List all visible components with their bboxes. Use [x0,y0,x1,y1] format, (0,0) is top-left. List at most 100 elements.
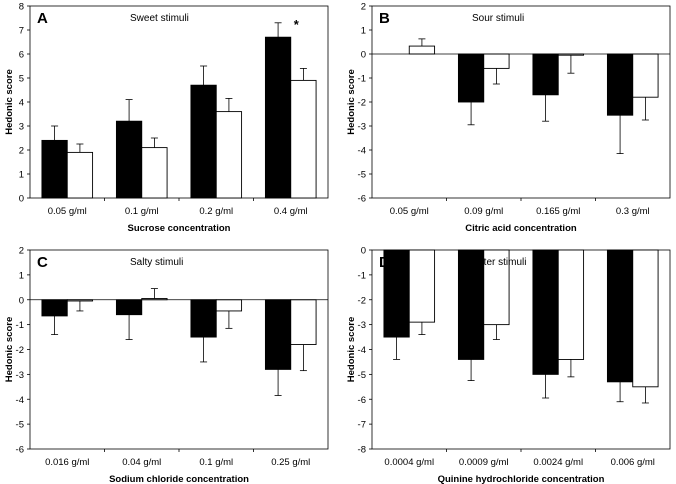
category-label-a: 0.05 g/ml [48,206,87,217]
bar-a-white-4 [290,79,317,199]
category-label-b: 0.05 g/ml [390,206,429,217]
y-tick-label-a: 5 [19,74,24,85]
y-tick-label-a: 4 [19,98,24,109]
bar-b-white-2 [483,53,510,69]
panel-title-a: Sweet stimuli [130,13,189,24]
y-tick-label-b: -6 [358,194,366,205]
y-tick-label-d: -3 [358,320,366,331]
y-axis-label-a: Hedonic score [4,69,15,134]
category-label-d: 0.006 g/ml [611,457,655,468]
bar-c-black-2 [115,299,143,316]
y-tick-label-d: -2 [358,295,366,306]
panel-letter-c: C [37,254,48,271]
chart-panel-c: -6 -5 -4 -3 -2 -1 0 1 2 0.016 g/ml 0.04 g/ml 0.1 g/… [4,246,329,484]
y-tick-label-c: -3 [16,370,24,381]
y-tick-label-a: 7 [19,26,24,37]
chart-panel-b: -6 -5 -4 -3 -2 -1 0 1 2 0.05 g/ml 0.09 g/ml 0.165 g… [346,2,671,234]
y-axis-label-c: Hedonic score [4,317,15,382]
bar-d-white-1 [408,249,436,323]
y-tick-label-c: -6 [16,445,24,456]
bar-b-black-4 [606,53,634,116]
category-label-d: 0.0009 g/ml [459,457,509,468]
y-tick-label-b: -2 [358,98,366,109]
y-tick-label-b: -4 [358,146,366,157]
x-axis-label-d: Quinine hydrochloride concentration [438,474,605,484]
y-tick-label-c: -4 [16,395,24,406]
y-tick-label-d: -5 [358,370,366,381]
y-tick-label-d: -1 [358,270,366,281]
y-axis-label-d: Hedonic score [346,317,357,382]
category-label-c: 0.1 g/ml [199,457,233,468]
y-tick-label-c: -2 [16,345,24,356]
x-axis-label-c: Sodium chloride concentration [109,474,249,484]
significance-marker-a: * [294,17,300,32]
y-axis-label-b: Hedonic score [346,69,357,134]
y-tick-label-a: 8 [19,2,24,13]
panel-letter-d: D [379,254,390,271]
bar-a-white-3 [215,111,243,199]
bar-a-white-1 [66,151,94,199]
y-tick-label-b: 1 [361,26,366,37]
category-label-a: 0.2 g/ml [199,206,233,217]
bar-d-black-4 [606,249,634,383]
bar-d-black-2 [457,249,485,360]
bar-c-white-4 [290,299,317,345]
category-label-c: 0.016 g/ml [45,457,89,468]
category-label-b: 0.3 g/ml [616,206,650,217]
category-label-b: 0.09 g/ml [464,206,503,217]
x-axis-label-a: Sucrose concentration [128,223,231,234]
category-label-a: 0.1 g/ml [125,206,159,217]
category-label-c: 0.25 g/ml [271,457,310,468]
y-tick-label-d: -8 [358,445,366,456]
y-tick-label-b: 0 [361,50,366,61]
category-label-c: 0.04 g/ml [122,457,161,468]
bar-c-white-3 [215,299,243,312]
bar-c-black-4 [264,299,292,370]
y-tick-label-a: 6 [19,50,24,61]
y-tick-label-b: 2 [361,2,366,13]
y-tick-label-b: -1 [358,74,366,85]
bar-b-white-1 [408,45,436,55]
panel-letter-a: A [37,10,48,27]
y-tick-label-c: 2 [19,246,24,257]
category-label-d: 0.0024 g/ml [533,457,583,468]
y-tick-label-a: 2 [19,146,24,157]
panel-title-d: Bitter stimuli [472,257,526,268]
y-tick-label-a: 3 [19,122,24,133]
y-tick-label-d: -6 [358,395,366,406]
bar-b-black-2 [457,53,485,103]
bar-a-black-2 [115,120,143,199]
bar-a-black-3 [190,84,217,199]
y-tick-label-c: -5 [16,420,24,431]
bar-d-white-3 [557,249,585,360]
chart-panel-a: 0 1 2 3 4 5 6 7 8 0.05 g/ml 0.1 g/ml 0.2 g/ml 0.4 g/… [4,2,329,234]
y-tick-label-a: 0 [19,194,24,205]
category-label-d: 0.0004 g/ml [384,457,434,468]
bar-d-black-3 [532,249,559,375]
y-tick-label-b: -3 [358,122,366,133]
bar-a-black-1 [41,139,68,199]
bar-d-white-2 [483,249,510,326]
bar-c-black-3 [190,299,217,338]
panel-title-c: Salty stimuli [130,257,183,268]
bar-d-black-1 [383,249,410,338]
y-tick-label-b: -5 [358,170,366,181]
y-tick-label-d: -7 [358,420,366,431]
category-label-b: 0.165 g/ml [536,206,580,217]
bar-b-black-3 [532,53,559,96]
bar-b-white-4 [632,53,659,98]
bar-c-black-1 [41,299,68,317]
y-tick-label-c: 1 [19,270,24,281]
panel-title-b: Sour stimuli [472,13,524,24]
y-tick-label-d: 0 [361,246,366,257]
bar-a-white-2 [141,147,168,199]
panel-letter-b: B [379,10,390,27]
bar-d-white-4 [632,249,659,388]
chart-panel-d: -8 -7 -6 -5 -4 -3 -2 -1 0 0.0004 g/ml 0.0009 g/ml 0… [346,246,671,484]
x-axis-label-b: Citric acid concentration [465,223,577,234]
y-tick-label-a: 1 [19,170,24,181]
y-tick-label-c: -1 [16,320,24,331]
category-label-a: 0.4 g/ml [274,206,308,217]
y-tick-label-d: -4 [358,345,366,356]
